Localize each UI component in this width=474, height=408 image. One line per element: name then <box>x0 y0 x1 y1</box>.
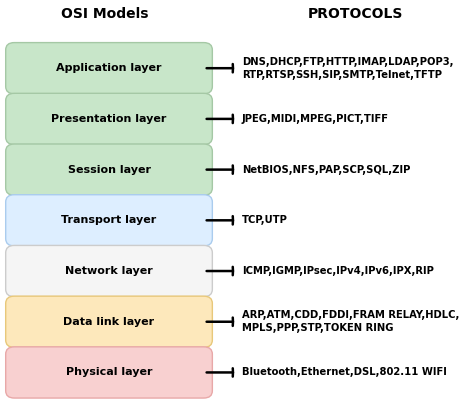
FancyBboxPatch shape <box>6 93 212 144</box>
Text: ARP,ATM,CDD,FDDI,FRAM RELAY,HDLC,
MPLS,PPP,STP,TOKEN RING: ARP,ATM,CDD,FDDI,FRAM RELAY,HDLC, MPLS,P… <box>242 310 459 333</box>
Text: Network layer: Network layer <box>65 266 153 276</box>
Text: PROTOCOLS: PROTOCOLS <box>308 7 403 21</box>
Text: ICMP,IGMP,IPsec,IPv4,IPv6,IPX,RIP: ICMP,IGMP,IPsec,IPv4,IPv6,IPX,RIP <box>242 266 434 276</box>
Text: Physical layer: Physical layer <box>66 368 152 377</box>
FancyBboxPatch shape <box>6 296 212 347</box>
Text: Bluetooth,Ethernet,DSL,802.11 WIFI: Bluetooth,Ethernet,DSL,802.11 WIFI <box>242 368 447 377</box>
Text: JPEG,MIDI,MPEG,PICT,TIFF: JPEG,MIDI,MPEG,PICT,TIFF <box>242 114 389 124</box>
Text: Application layer: Application layer <box>56 63 162 73</box>
FancyBboxPatch shape <box>6 144 212 195</box>
Text: DNS,DHCP,FTP,HTTP,IMAP,LDAP,POP3,
RTP,RTSP,SSH,SIP,SMTP,Telnet,TFTP: DNS,DHCP,FTP,HTTP,IMAP,LDAP,POP3, RTP,RT… <box>242 57 453 80</box>
FancyBboxPatch shape <box>6 195 212 246</box>
Text: Session layer: Session layer <box>67 164 151 175</box>
Text: Transport layer: Transport layer <box>62 215 156 225</box>
Text: Data link layer: Data link layer <box>64 317 155 327</box>
Text: TCP,UTP: TCP,UTP <box>242 215 288 225</box>
Text: NetBIOS,NFS,PAP,SCP,SQL,ZIP: NetBIOS,NFS,PAP,SCP,SQL,ZIP <box>242 164 410 175</box>
Text: OSI Models: OSI Models <box>61 7 148 21</box>
Text: Presentation layer: Presentation layer <box>51 114 167 124</box>
FancyBboxPatch shape <box>6 42 212 94</box>
FancyBboxPatch shape <box>6 347 212 398</box>
FancyBboxPatch shape <box>6 246 212 297</box>
